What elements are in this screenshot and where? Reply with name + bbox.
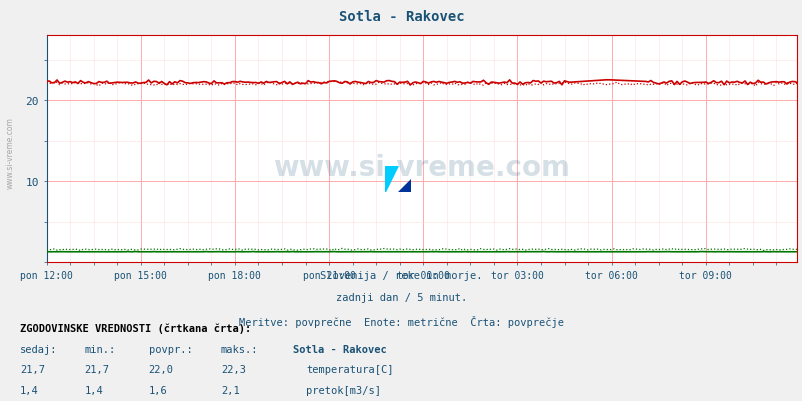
- Text: Sotla - Rakovec: Sotla - Rakovec: [293, 344, 387, 354]
- Text: 1,4: 1,4: [20, 385, 38, 395]
- Text: pretok[m3/s]: pretok[m3/s]: [306, 385, 380, 395]
- Text: 21,7: 21,7: [84, 365, 109, 375]
- Text: temperatura[C]: temperatura[C]: [306, 365, 393, 375]
- Text: 21,7: 21,7: [20, 365, 45, 375]
- Text: 1,6: 1,6: [148, 385, 167, 395]
- Text: ZGODOVINSKE VREDNOSTI (črtkana črta):: ZGODOVINSKE VREDNOSTI (črtkana črta):: [20, 323, 251, 333]
- Text: 1,4: 1,4: [84, 385, 103, 395]
- Text: povpr.:: povpr.:: [148, 344, 192, 354]
- Text: 22,0: 22,0: [148, 365, 173, 375]
- Text: www.si-vreme.com: www.si-vreme.com: [273, 154, 569, 182]
- Text: zadnji dan / 5 minut.: zadnji dan / 5 minut.: [335, 293, 467, 303]
- Text: sedaj:: sedaj:: [20, 344, 58, 354]
- Text: Sotla - Rakovec: Sotla - Rakovec: [338, 10, 464, 24]
- Text: Meritve: povprečne  Enote: metrične  Črta: povprečje: Meritve: povprečne Enote: metrične Črta:…: [239, 315, 563, 327]
- Text: 2,1: 2,1: [221, 385, 239, 395]
- Text: min.:: min.:: [84, 344, 115, 354]
- Text: www.si-vreme.com: www.si-vreme.com: [6, 117, 14, 188]
- Text: Slovenija / reke in morje.: Slovenija / reke in morje.: [320, 271, 482, 281]
- Text: maks.:: maks.:: [221, 344, 258, 354]
- Polygon shape: [398, 180, 411, 192]
- Text: 22,3: 22,3: [221, 365, 245, 375]
- Polygon shape: [385, 166, 398, 192]
